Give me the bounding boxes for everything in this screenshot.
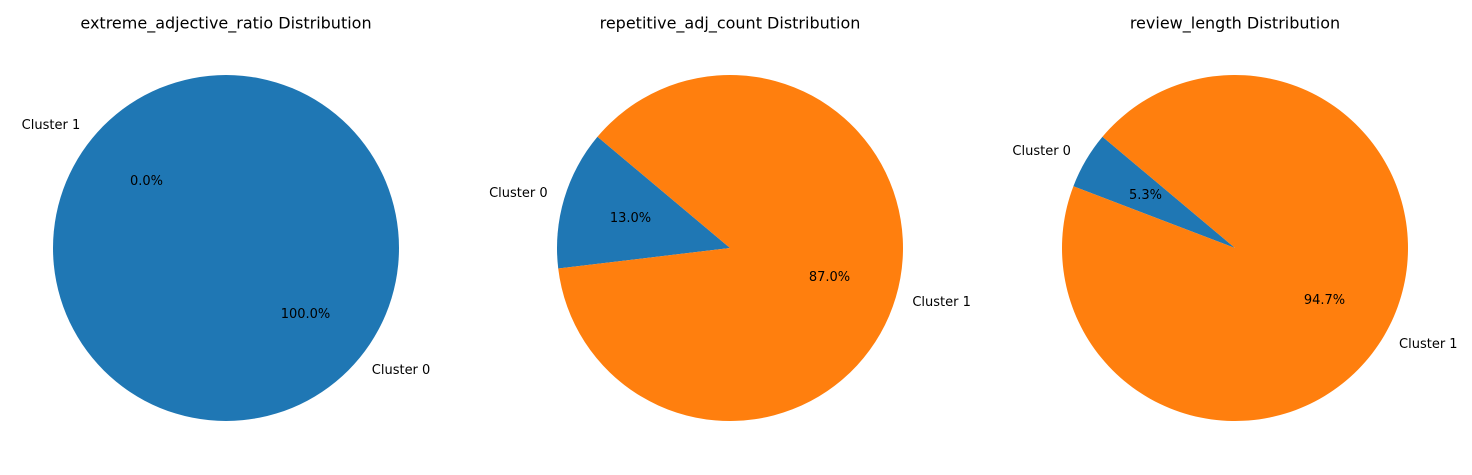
pie-slice-label: Cluster 0: [1012, 144, 1071, 159]
pie-slice-percent: 100.0%: [281, 307, 331, 322]
pie-slice-cluster-1: [1062, 75, 1408, 422]
pie-slice-percent: 13.0%: [610, 211, 651, 226]
pie-panel-1: repetitive_adj_count Distribution Cluster…: [489, 14, 971, 421]
pie-slice-percent: 0.0%: [130, 174, 163, 189]
pie-slice-label: Cluster 1: [912, 295, 971, 310]
pie-slice-cluster-0: [53, 75, 399, 421]
pie-slice-label: Cluster 0: [372, 363, 431, 378]
pie-slice-percent: 5.3%: [1129, 188, 1162, 203]
pie-slice-cluster-0: [557, 136, 730, 269]
pie-slice-percent: 94.7%: [1304, 293, 1345, 308]
pie-slice-cluster-1: [558, 74, 903, 421]
pie-slice-label: Cluster 1: [22, 118, 81, 133]
pie-title: extreme_adjective_ratio Distribution: [80, 14, 371, 34]
pie-slice-label: Cluster 0: [489, 186, 548, 201]
pie-slice-label: Cluster 1: [1399, 337, 1458, 352]
pie-panel-0: extreme_adjective_ratio Distribution Clus…: [22, 14, 431, 421]
pie-title: repetitive_adj_count Distribution: [600, 14, 861, 34]
pie-slice-cluster-0: [1073, 136, 1235, 248]
pie-title: review_length Distribution: [1130, 14, 1340, 34]
pie-slice-percent: 87.0%: [809, 270, 850, 285]
pie-panel-2: review_length Distribution Cluster 0 5.3% C…: [1012, 14, 1458, 422]
